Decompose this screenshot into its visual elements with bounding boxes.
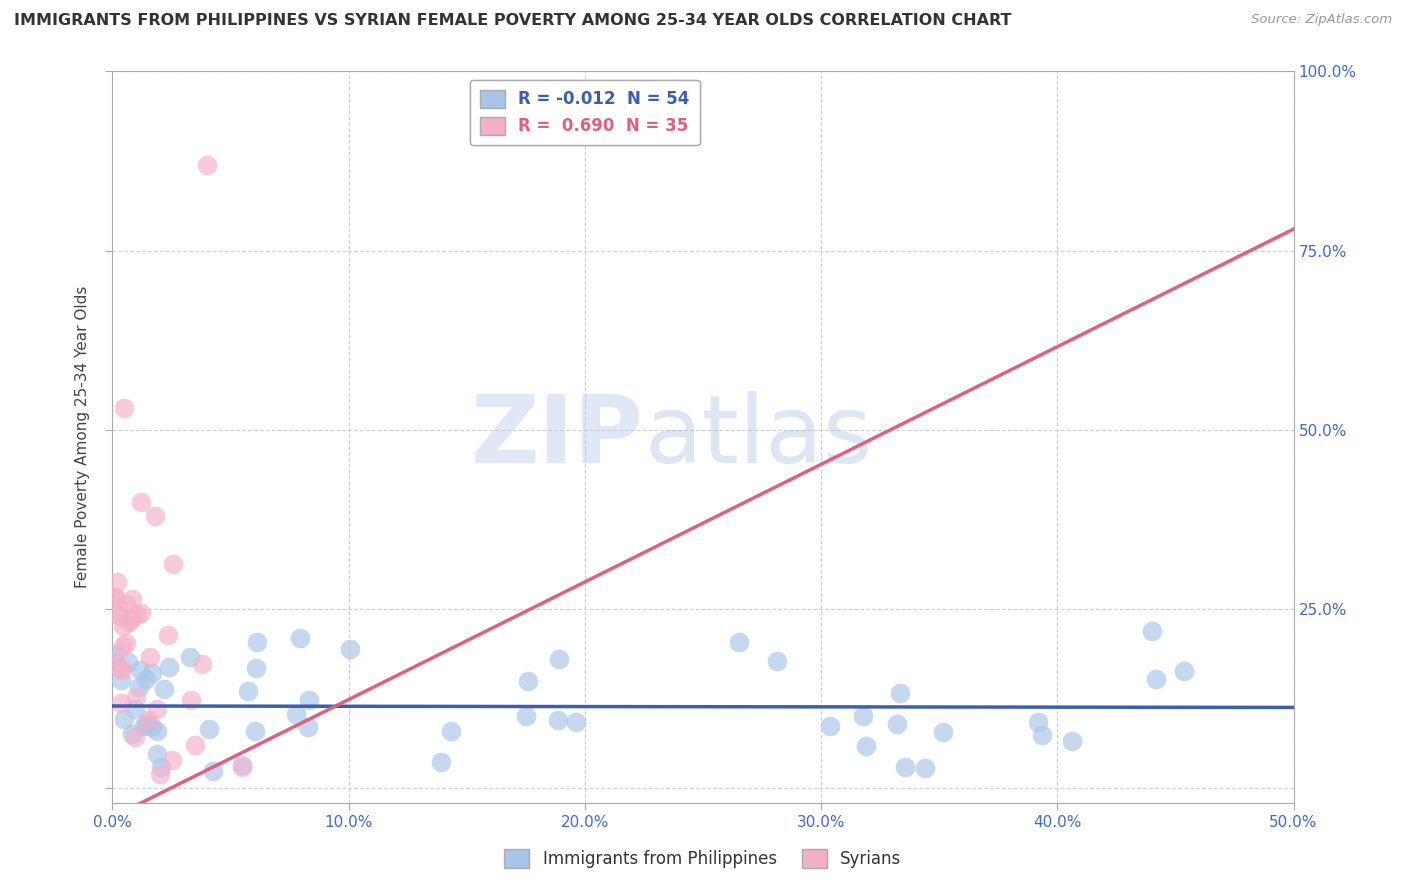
- Point: [156, 628, 179, 642]
- Point: [231, 760, 253, 774]
- Point: [1026, 714, 1049, 729]
- Point: [243, 723, 266, 738]
- Point: [298, 693, 321, 707]
- Point: [157, 659, 180, 673]
- Point: [894, 760, 917, 774]
- Point: [855, 739, 877, 753]
- Point: [135, 672, 157, 686]
- Point: [115, 597, 138, 611]
- Point: [236, 684, 259, 698]
- Point: [112, 401, 135, 416]
- Text: atlas: atlas: [644, 391, 872, 483]
- Point: [202, 764, 225, 778]
- Point: [121, 727, 143, 741]
- Point: [129, 663, 152, 677]
- Legend: R = -0.012  N = 54, R =  0.690  N = 35: R = -0.012 N = 54, R = 0.690 N = 35: [470, 79, 700, 145]
- Text: IMMIGRANTS FROM PHILIPPINES VS SYRIAN FEMALE POVERTY AMONG 25-34 YEAR OLDS CORRE: IMMIGRANTS FROM PHILIPPINES VS SYRIAN FE…: [14, 13, 1011, 29]
- Point: [339, 642, 361, 657]
- Point: [430, 755, 453, 769]
- Point: [198, 723, 221, 737]
- Point: [108, 608, 131, 623]
- Point: [565, 715, 588, 730]
- Point: [153, 681, 176, 696]
- Point: [179, 650, 201, 665]
- Point: [1144, 672, 1167, 686]
- Point: [932, 724, 955, 739]
- Point: [146, 723, 169, 738]
- Point: [727, 635, 749, 649]
- Point: [120, 612, 142, 626]
- Point: [766, 654, 789, 668]
- Point: [129, 606, 152, 620]
- Point: [146, 702, 169, 716]
- Point: [128, 681, 150, 695]
- Point: [852, 709, 875, 723]
- Point: [141, 665, 163, 680]
- Point: [886, 717, 908, 731]
- Point: [284, 707, 307, 722]
- Point: [517, 674, 540, 689]
- Point: [143, 508, 166, 523]
- Point: [136, 713, 159, 727]
- Point: [439, 724, 461, 739]
- Point: [124, 730, 146, 744]
- Point: [132, 719, 155, 733]
- Legend: Immigrants from Philippines, Syrians: Immigrants from Philippines, Syrians: [498, 843, 908, 875]
- Point: [125, 607, 148, 622]
- Point: [889, 686, 911, 700]
- Point: [117, 655, 139, 669]
- Point: [184, 739, 207, 753]
- Point: [110, 673, 132, 687]
- Point: [110, 661, 132, 675]
- Point: [129, 494, 152, 508]
- Point: [1062, 734, 1084, 748]
- Point: [149, 767, 172, 781]
- Point: [110, 696, 132, 710]
- Point: [118, 615, 141, 629]
- Point: [105, 574, 128, 589]
- Point: [104, 590, 127, 604]
- Point: [245, 660, 267, 674]
- Point: [104, 647, 127, 661]
- Point: [547, 713, 569, 727]
- Point: [124, 690, 146, 704]
- Point: [246, 634, 269, 648]
- Point: [162, 557, 184, 571]
- Point: [139, 650, 162, 665]
- Point: [914, 761, 936, 775]
- Point: [104, 591, 127, 606]
- Y-axis label: Female Poverty Among 25-34 Year Olds: Female Poverty Among 25-34 Year Olds: [75, 286, 90, 588]
- Point: [104, 655, 127, 669]
- Point: [1173, 664, 1195, 678]
- Point: [160, 753, 183, 767]
- Point: [149, 760, 172, 774]
- Point: [112, 712, 135, 726]
- Text: ZIP: ZIP: [471, 391, 644, 483]
- Point: [146, 747, 169, 761]
- Point: [121, 591, 143, 606]
- Point: [297, 720, 319, 734]
- Point: [195, 158, 218, 172]
- Point: [231, 758, 253, 772]
- Point: [141, 720, 163, 734]
- Point: [111, 663, 134, 677]
- Point: [124, 702, 146, 716]
- Point: [108, 607, 131, 621]
- Point: [547, 652, 569, 666]
- Point: [1140, 624, 1163, 638]
- Point: [111, 618, 134, 632]
- Point: [112, 639, 135, 653]
- Point: [136, 715, 159, 730]
- Point: [818, 719, 841, 733]
- Point: [1031, 727, 1053, 741]
- Point: [115, 636, 138, 650]
- Text: Source: ZipAtlas.com: Source: ZipAtlas.com: [1251, 13, 1392, 27]
- Point: [180, 693, 202, 707]
- Point: [290, 631, 312, 645]
- Point: [515, 709, 537, 723]
- Point: [191, 657, 214, 672]
